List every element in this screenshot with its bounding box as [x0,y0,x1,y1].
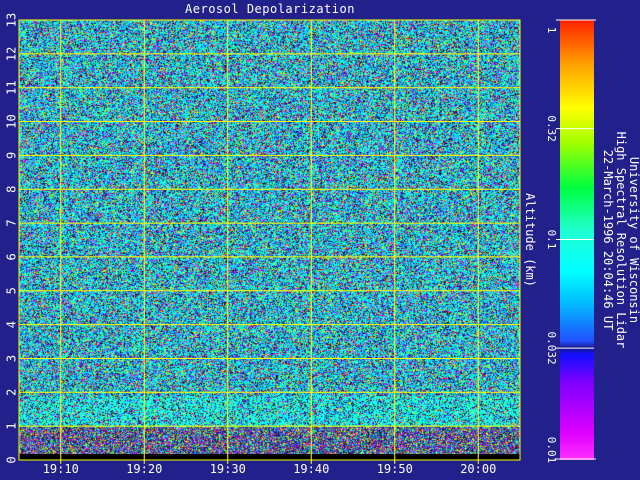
info-line-1: University of Wisconsin [627,157,640,323]
plot-area [19,20,520,460]
chart-title: Aerosol Depolarization [185,2,355,16]
grid [18,19,521,461]
colorbar-tick-label: 0.01 [545,437,558,464]
x-tick-label: 20:00 [460,462,496,476]
info-line-2: High Spectral Resolution Lidar [614,132,628,349]
y-tick-label: 10 [5,114,19,128]
y-tick-label: 0 [5,456,19,463]
y-tick-label: 13 [5,13,19,27]
y-tick-label: 7 [5,219,19,226]
y-tick-label: 8 [5,186,19,193]
x-tick-label: 19:30 [210,462,246,476]
y-tick-label: 11 [5,80,19,94]
y-tick-label: 5 [5,287,19,294]
depolarization-heatmap [19,20,520,460]
colorbar-tick-label: 1 [545,27,558,34]
info-line-3: 22-March-1996 20:04:46 UT [601,150,615,331]
plot-frame [18,19,521,461]
ground-band [19,454,520,460]
y-tick-label: 4 [5,321,19,328]
x-tick-label: 19:50 [377,462,413,476]
y-tick-label: 2 [5,389,19,396]
y-tick-label: 9 [5,152,19,159]
y-tick-label: 12 [5,47,19,61]
colorbar-ticks: 0.01 0.032 0.1 0.32 1 [545,19,594,464]
y-axis-label: Altitude (km) [523,193,537,287]
colorbar: 0.01 0.032 0.1 0.32 1 [545,19,596,464]
x-axis-ticks: 19:10 19:20 19:30 19:40 19:50 20:00 [43,460,496,476]
x-tick-label: 19:20 [126,462,162,476]
x-tick-label: 19:40 [293,462,329,476]
colorbar-tick-label: 0.32 [545,115,558,142]
y-tick-label: 1 [5,423,19,430]
y-tick-label: 3 [5,355,19,362]
info-block: University of Wisconsin High Spectral Re… [601,132,640,349]
colorbar-tick-label: 0.032 [545,332,558,365]
x-tick-label: 19:10 [43,462,79,476]
colorbar-tick-label: 0.1 [545,230,558,250]
y-tick-label: 6 [5,253,19,260]
